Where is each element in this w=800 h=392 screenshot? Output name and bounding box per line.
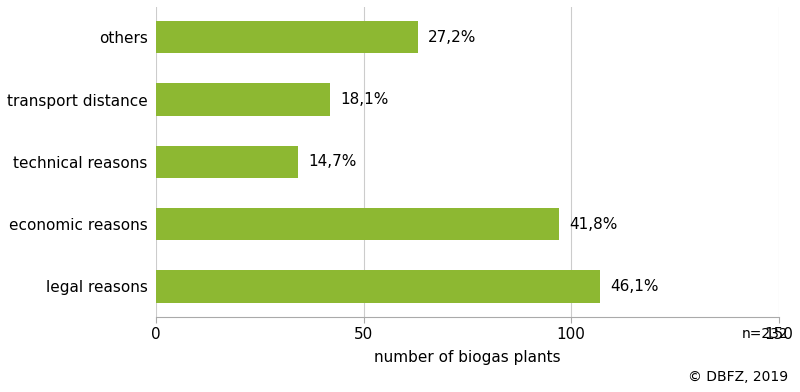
Text: © DBFZ, 2019: © DBFZ, 2019 (688, 370, 788, 384)
Bar (156, 208, 558, 240)
Bar (156, 145, 298, 178)
Bar (156, 21, 418, 53)
Text: 18,1%: 18,1% (341, 92, 389, 107)
Text: n=232: n=232 (742, 327, 788, 341)
Text: 27,2%: 27,2% (428, 30, 477, 45)
Bar (156, 83, 330, 116)
Text: 14,7%: 14,7% (308, 154, 356, 169)
Text: 41,8%: 41,8% (569, 217, 618, 232)
Bar (156, 270, 600, 303)
Text: 46,1%: 46,1% (610, 279, 659, 294)
X-axis label: number of biogas plants: number of biogas plants (374, 350, 561, 365)
